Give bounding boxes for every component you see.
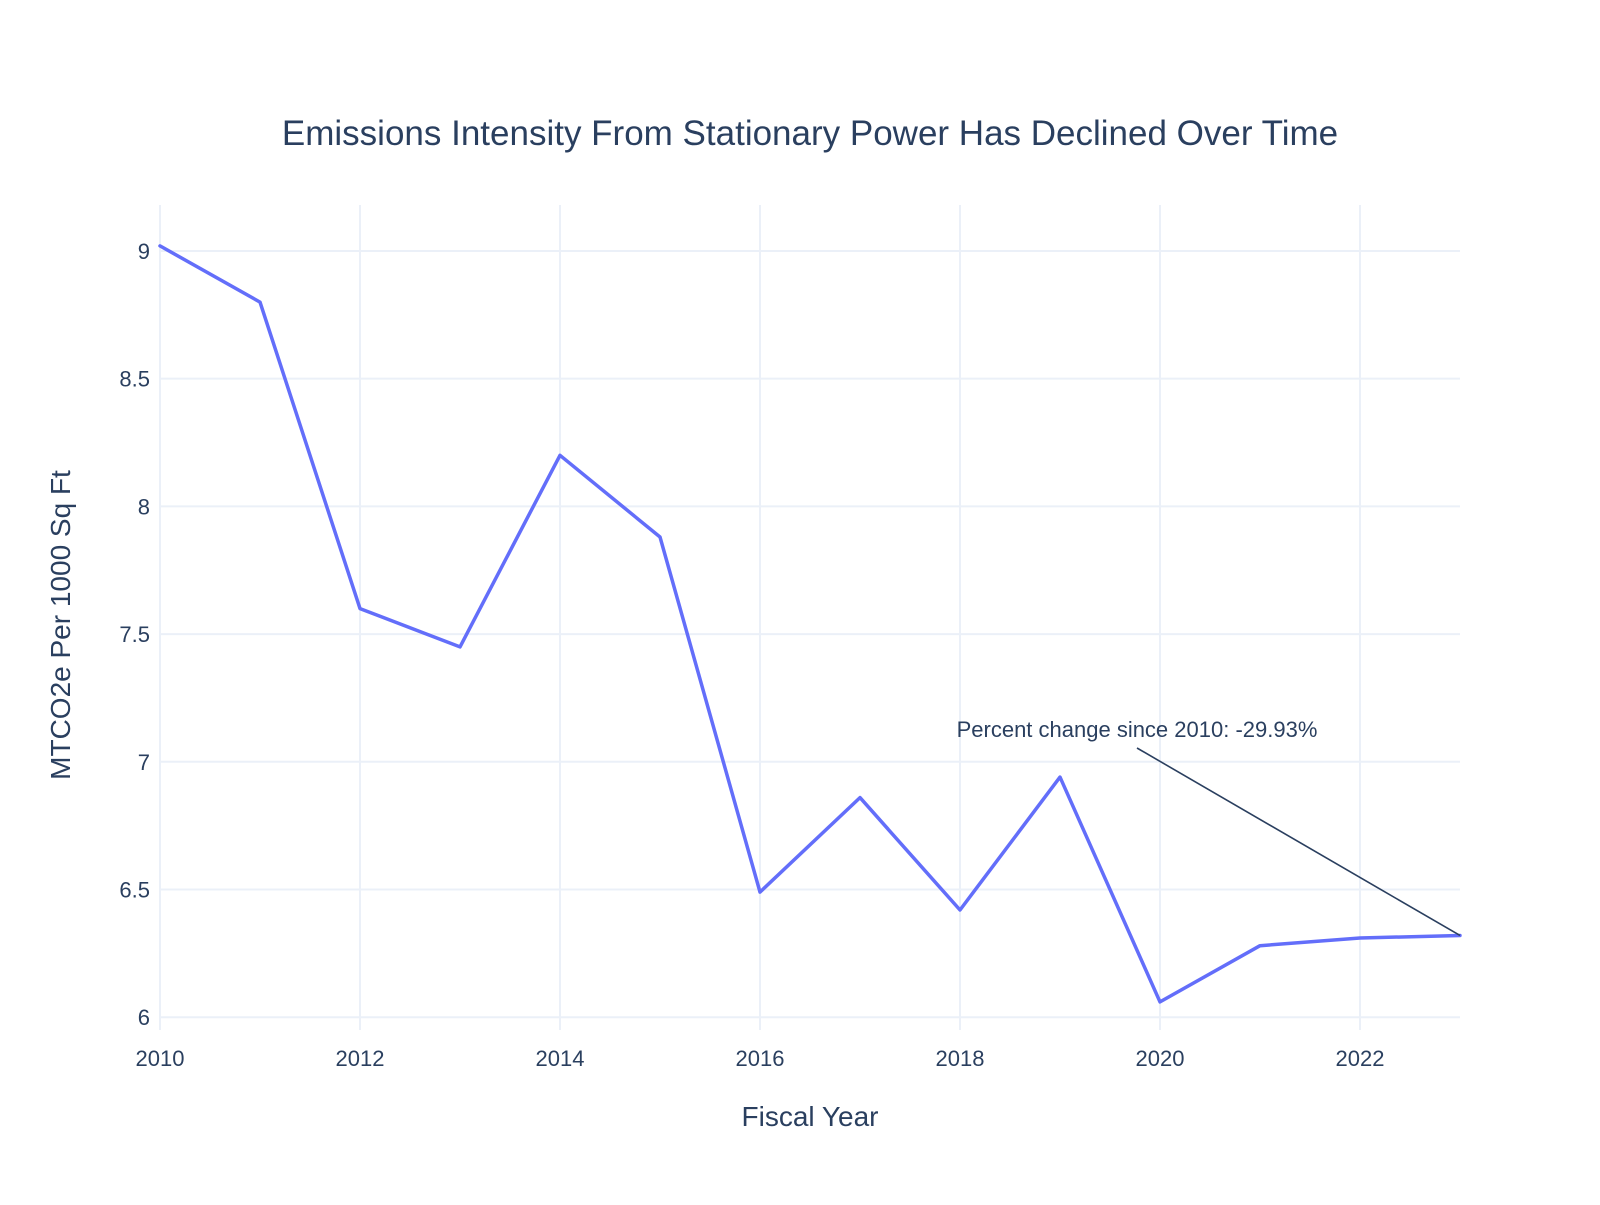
- chart-title: Emissions Intensity From Stationary Powe…: [282, 114, 1338, 153]
- y-tick-label: 6.5: [119, 878, 150, 903]
- annotation-arrow: [1136, 747, 1461, 937]
- x-tick-label: 2014: [536, 1046, 585, 1071]
- annotation: Percent change since 2010: -29.93%: [957, 717, 1461, 937]
- x-tick-label: 2020: [1136, 1046, 1185, 1071]
- tick-labels: 2010 2012 2014 2016 2018 2020 2022 6 6.5 7 7.5 8 8.5…: [119, 239, 1384, 1071]
- x-tick-label: 2018: [936, 1046, 985, 1071]
- x-axis-title: Fiscal Year: [742, 1101, 879, 1132]
- x-tick-label: 2012: [336, 1046, 385, 1071]
- annotation-text: Percent change since 2010: -29.93%: [957, 717, 1318, 742]
- series-line: [158, 244, 1462, 1004]
- x-tick-label: 2022: [1336, 1046, 1385, 1071]
- y-tick-label: 8.5: [119, 367, 150, 392]
- x-tick-label: 2010: [136, 1046, 185, 1071]
- gridlines: [159, 205, 1460, 1030]
- y-axis-title: MTCO2e Per 1000 Sq Ft: [45, 470, 76, 780]
- y-tick-label: 6: [138, 1005, 150, 1030]
- series-layer: [158, 244, 1462, 1004]
- y-tick-label: 7: [138, 750, 150, 775]
- y-tick-label: 7.5: [119, 622, 150, 647]
- x-tick-label: 2016: [736, 1046, 785, 1071]
- y-tick-label: 8: [138, 494, 150, 519]
- y-tick-label: 9: [138, 239, 150, 264]
